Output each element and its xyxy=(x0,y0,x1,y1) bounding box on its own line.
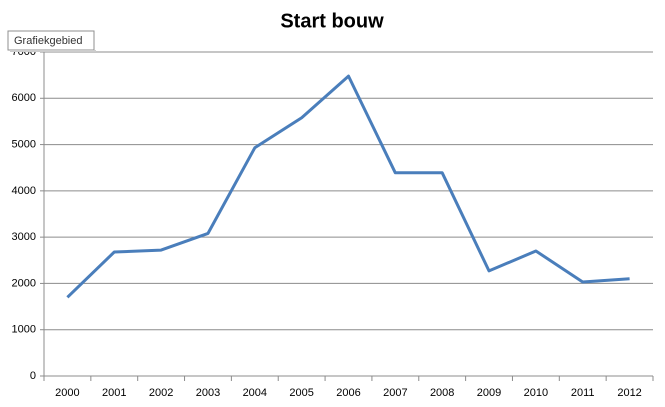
y-tick-label: 3000 xyxy=(12,231,36,243)
chart-title: Start bouw xyxy=(280,10,384,32)
y-tick-label: 6000 xyxy=(12,92,36,104)
x-tick-label: 2008 xyxy=(430,387,454,399)
x-tick-label: 2005 xyxy=(289,387,313,399)
x-tick-label: 2001 xyxy=(102,387,126,399)
x-tick-label: 2012 xyxy=(617,387,641,399)
x-tick-label: 2000 xyxy=(55,387,79,399)
x-tick-label: 2009 xyxy=(477,387,501,399)
tooltip: Grafiekgebied xyxy=(14,35,83,47)
y-tick-label: 2000 xyxy=(12,277,36,289)
x-tick-label: 2003 xyxy=(196,387,220,399)
x-tick-label: 2002 xyxy=(149,387,173,399)
y-tick-label: 5000 xyxy=(12,138,36,150)
x-tick-label: 2004 xyxy=(243,387,267,399)
x-tick-label: 2010 xyxy=(524,387,548,399)
data-line xyxy=(66,74,630,299)
tooltip-shadow xyxy=(10,50,96,52)
y-tick-label: 1000 xyxy=(12,324,36,336)
y-tick-label: 4000 xyxy=(12,185,36,197)
x-tick-label: 2011 xyxy=(571,387,595,399)
y-tick-label: 0 xyxy=(30,370,36,382)
x-tick-label: 2007 xyxy=(383,387,407,399)
x-tick-label: 2006 xyxy=(336,387,360,399)
